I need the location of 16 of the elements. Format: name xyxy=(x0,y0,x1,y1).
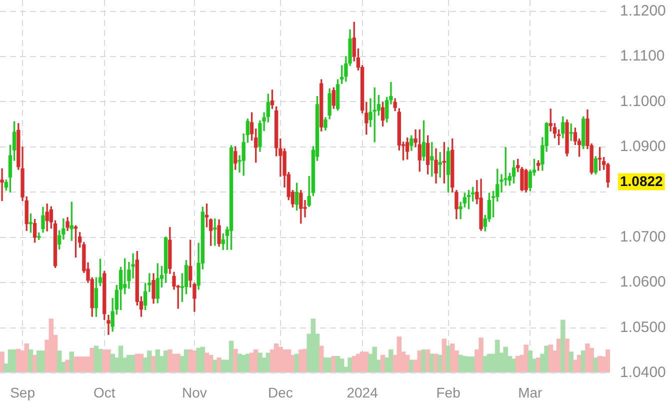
x-tick-label: Mar xyxy=(518,384,543,400)
y-tick-label: 1.0400 xyxy=(620,364,666,382)
y-tick-label: 1.0700 xyxy=(620,228,666,246)
x-tick-label: Oct xyxy=(94,384,116,400)
x-tick-label: Nov xyxy=(182,384,207,400)
y-tick-label: 1.1100 xyxy=(620,48,665,65)
y-tick-label: 1.0600 xyxy=(620,274,666,291)
y-tick-label: 1.1200 xyxy=(620,2,666,20)
x-tick-label: Feb xyxy=(436,384,461,400)
y-tick-label: 1.0900 xyxy=(620,138,666,156)
x-tick-label: 2024 xyxy=(346,384,378,400)
y-tick-label: 1.0500 xyxy=(620,318,666,336)
y-tick-label: 1.1000 xyxy=(620,92,666,110)
text: 1.0822 xyxy=(620,173,664,190)
x-tick-label: Sep xyxy=(10,384,36,400)
x-tick-label: Dec xyxy=(268,384,293,400)
